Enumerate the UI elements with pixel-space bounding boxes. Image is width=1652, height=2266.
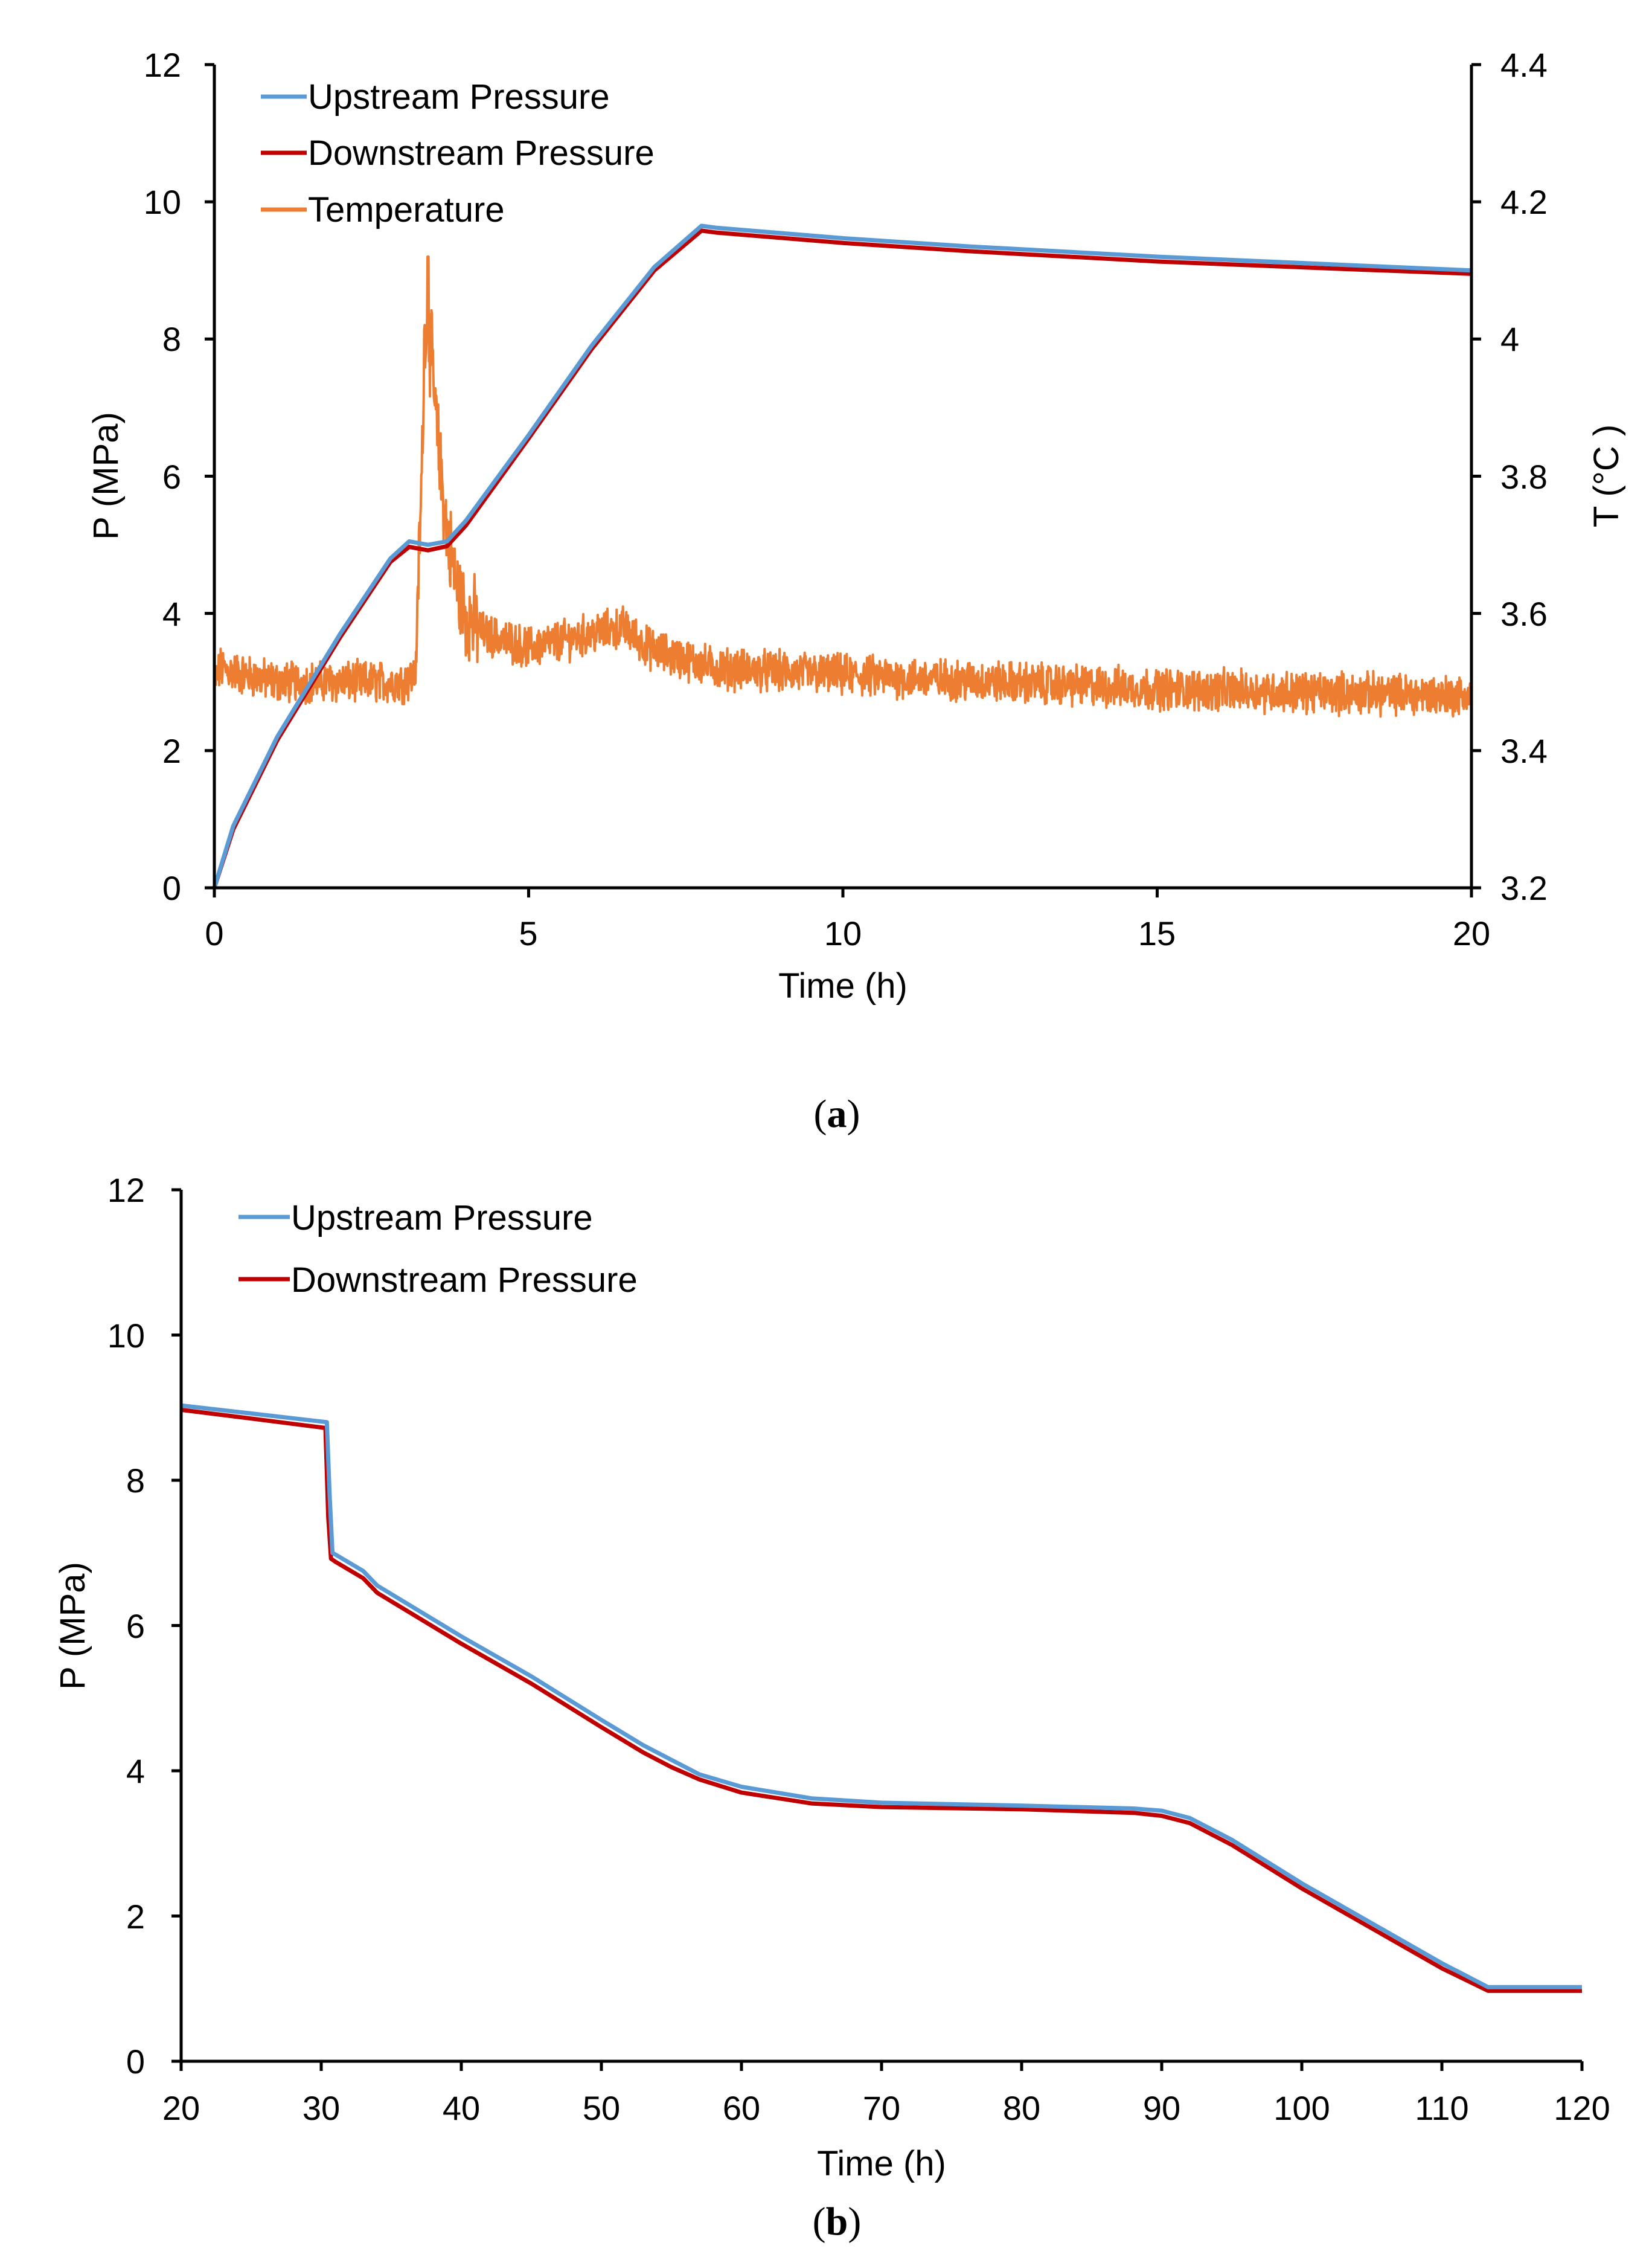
- panel-b-x-tick-label: 90: [1143, 2089, 1180, 2127]
- panel-a-y-tick-label: 2: [162, 732, 181, 770]
- upstream-pressure-series-line: [181, 1403, 1582, 1989]
- panel-a-x-axis-title: Time (h): [778, 966, 908, 1006]
- panel-a-legend-label-temperature: Temperature: [308, 190, 505, 229]
- panel-a-caption-open: (: [814, 1092, 827, 1136]
- panel-b-x-tick-label: 60: [723, 2089, 760, 2127]
- panel-a-plot-area: [212, 223, 1473, 889]
- panel-a-x-tick-label: 15: [1138, 914, 1176, 952]
- panel-b-y-tick-label: 6: [126, 1607, 145, 1645]
- downstream-pressure-series-line: [212, 228, 1472, 889]
- panel-a-ticks: [205, 63, 1481, 897]
- panel-b-x-axis-title: Time (h): [817, 2144, 946, 2183]
- panel-b-y-tick-label: 10: [107, 1317, 145, 1355]
- panel-b-x-tick-label: 80: [1003, 2089, 1040, 2127]
- panel-b-x-tick-label: 30: [303, 2089, 340, 2127]
- panel-a-x-tick-labels: 0 5 10 15 20: [205, 914, 1490, 952]
- panel-b-plot-area: [181, 1403, 1582, 1993]
- panel-a-x-tick-label: 20: [1453, 914, 1490, 952]
- panel-a-y-tick-label: 4: [162, 595, 181, 633]
- panel-a-y2-tick-label: 3.2: [1500, 869, 1548, 907]
- upstream-pressure-series-line: [212, 223, 1472, 889]
- panel-b-y-tick-labels: 0 2 4 6 8 10 12: [107, 1171, 145, 2081]
- panel-b-x-tick-label: 110: [1415, 2089, 1468, 2127]
- panel-a-y2-tick-label: 4: [1500, 320, 1519, 358]
- panel-a-x-tick-label: 10: [824, 914, 862, 952]
- panel-b: 20 30 40 50 60 70 80 90 100 110 120 0 2 …: [53, 1171, 1610, 2244]
- panel-b-y-tick-label: 4: [126, 1752, 145, 1790]
- panel-a-y-axis-title: P (MPa): [86, 412, 126, 540]
- panel-b-caption-open: (: [813, 2200, 826, 2244]
- panel-b-x-tick-label: 50: [583, 2089, 620, 2127]
- panel-b-y-axis-title: P (MPa): [53, 1562, 92, 1690]
- panel-a-y2-tick-label: 4.2: [1500, 183, 1548, 221]
- panel-a-legend-label-upstream: Upstream Pressure: [308, 77, 610, 117]
- panel-a-y2-axis-title: T (°C ): [1587, 425, 1626, 527]
- panel-a-caption: (a): [814, 1092, 860, 1136]
- panel-b-y-tick-label: 8: [126, 1462, 145, 1500]
- panel-b-x-tick-labels: 20 30 40 50 60 70 80 90 100 110 120: [162, 2089, 1610, 2127]
- temperature-series-line: [213, 255, 1473, 718]
- panel-b-legend-label-downstream: Downstream Pressure: [291, 1260, 638, 1300]
- panel-a-y-tick-label: 6: [162, 458, 181, 496]
- panel-b-x-tick-label: 120: [1554, 2089, 1610, 2127]
- panel-a-y2-tick-label: 3.4: [1500, 732, 1548, 770]
- panel-b-x-tick-label: 40: [443, 2089, 480, 2127]
- panel-b-caption-letter: b: [826, 2200, 848, 2244]
- panel-a: 0 5 10 15 20 0 2 4 6 8 10 12 3.2 3.4 3.6…: [86, 46, 1626, 1136]
- panel-b-caption: (b): [813, 2200, 862, 2244]
- panel-b-x-tick-label: 20: [162, 2089, 200, 2127]
- panel-a-caption-close: ): [847, 1092, 860, 1136]
- panel-b-caption-close: ): [848, 2200, 861, 2244]
- panel-b-ticks: [171, 1188, 1584, 2071]
- panel-b-y-tick-label: 2: [126, 1898, 145, 1936]
- panel-b-legend: Upstream Pressure Downstream Pressure: [239, 1198, 638, 1300]
- panel-a-caption-letter: a: [827, 1092, 847, 1136]
- panel-a-y-tick-label: 8: [162, 320, 181, 358]
- downstream-pressure-series-line: [181, 1407, 1582, 1993]
- panel-a-y-tick-labels: 0 2 4 6 8 10 12: [144, 46, 181, 907]
- panel-a-y2-tick-label: 3.8: [1500, 458, 1548, 496]
- panel-a-y-tick-label: 10: [144, 183, 181, 221]
- panel-a-y2-tick-label: 4.4: [1500, 46, 1548, 84]
- panel-b-y-tick-label: 0: [126, 2043, 145, 2081]
- panel-b-y-tick-label: 12: [107, 1171, 145, 1209]
- panel-b-x-tick-label: 70: [863, 2089, 900, 2127]
- panel-a-x-tick-label: 0: [205, 914, 223, 952]
- panel-b-x-tick-label: 100: [1273, 2089, 1330, 2127]
- panel-a-y2-tick-label: 3.6: [1500, 595, 1548, 633]
- panel-a-y-tick-label: 0: [162, 869, 181, 907]
- panel-a-legend-label-downstream: Downstream Pressure: [308, 133, 655, 173]
- panel-a-x-tick-label: 5: [519, 914, 537, 952]
- panel-a-y-tick-label: 12: [144, 46, 181, 84]
- panel-b-legend-label-upstream: Upstream Pressure: [291, 1198, 593, 1237]
- panel-a-y2-tick-labels: 3.2 3.4 3.6 3.8 4 4.2 4.4: [1500, 46, 1548, 907]
- panel-a-legend: Upstream Pressure Downstream Pressure Te…: [261, 77, 655, 229]
